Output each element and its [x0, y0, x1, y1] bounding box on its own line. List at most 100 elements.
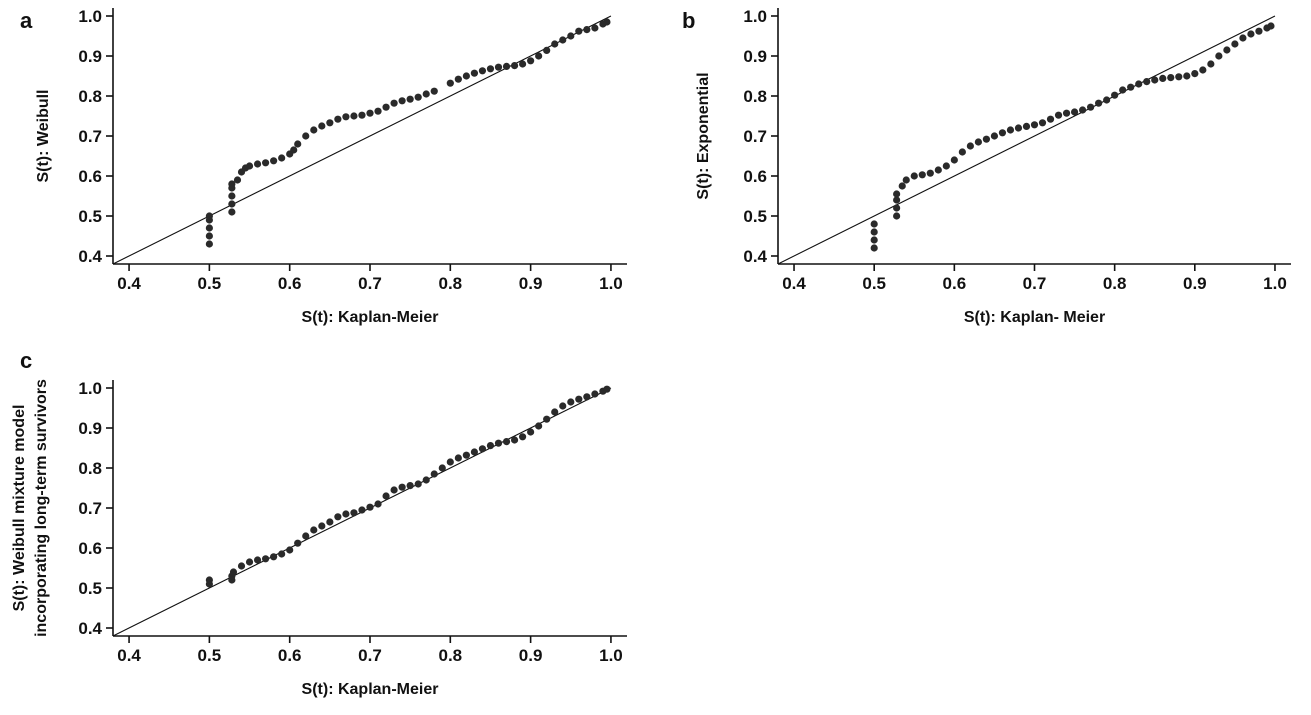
panel-b-data-point — [910, 172, 918, 180]
panel-a-reference-line — [112, 15, 612, 265]
panel-a-data-point — [350, 112, 358, 120]
panel-a-data-point — [518, 60, 527, 68]
panel-a-data-point — [261, 159, 270, 167]
panel-c-data-point — [261, 555, 270, 563]
panel-c-data-point — [366, 503, 374, 511]
panel-c-data-point — [591, 390, 599, 398]
panel-b-data-point — [982, 135, 991, 143]
panel-b-data-point — [1167, 74, 1175, 82]
panel-a-data-point — [334, 115, 342, 123]
panel-c-data-point — [527, 428, 535, 436]
panel-c-x-tick-label: 0.5 — [198, 646, 222, 665]
panel-c-data-point — [318, 522, 326, 530]
panel-c-data-point — [567, 398, 575, 406]
panel-b-data-point — [1030, 121, 1039, 129]
panel-a-x-tick-label: 0.6 — [278, 274, 302, 293]
panel-b-y-tick-label: 0.5 — [743, 207, 767, 226]
panel-a-data-point — [543, 46, 551, 55]
panel-a-data-point — [454, 75, 462, 83]
panel-c-y-tick-label: 0.6 — [78, 539, 102, 558]
panel-a-data-point — [502, 62, 511, 70]
panel-c-data-point — [502, 438, 511, 446]
panel-a-data-point — [294, 140, 302, 148]
panel-a-data-point — [430, 87, 438, 95]
panel-a-data-point — [228, 208, 236, 216]
panel-c-data-point — [229, 568, 238, 576]
panel-a-y-tick-label: 0.5 — [78, 207, 102, 226]
panel-c-x-tick-label: 0.6 — [278, 646, 302, 665]
panel-c-data-point — [478, 445, 487, 453]
panel-a-data-point — [510, 62, 519, 70]
panel-a-data-point — [310, 126, 318, 134]
panel-a-y-tick-label: 0.6 — [78, 167, 102, 186]
panel-a-data-point — [278, 154, 286, 162]
panel-c-data-point — [518, 433, 527, 441]
panel-c-letter: c — [20, 348, 32, 373]
panel-c-data-point — [603, 385, 611, 393]
panel-b-data-point — [1199, 66, 1207, 74]
panel-b-data-point — [950, 156, 958, 164]
panel-a-x-tick-label: 0.8 — [438, 274, 462, 293]
panel-c-data-point — [446, 458, 454, 466]
panel-c-data-point — [334, 513, 342, 521]
panel-a-data-point — [446, 79, 454, 87]
panel-c-data-point — [438, 464, 446, 472]
panel-b-x-axis-title: S(t): Kaplan- Meier — [964, 309, 1105, 326]
panel-b-data-point — [998, 129, 1007, 137]
panel-b-data-point — [1175, 73, 1183, 81]
panel-a-data-point — [374, 107, 382, 115]
panel-a-data-point — [205, 224, 213, 232]
panel-a-data-point — [462, 72, 470, 80]
panel-b-data-point — [1223, 46, 1231, 54]
panel-b-data-point — [870, 244, 878, 252]
panel-c-data-point — [551, 408, 559, 416]
panel-b: b 0.4 0.5 0.6 0.7 0.8 0.9 1.0 0.4 0.5 0.6 0.7 0.8 0.… — [682, 7, 1291, 326]
panel-b-data-point — [1111, 91, 1119, 99]
panel-a-y-axis-title: S(t): Weibull — [35, 89, 52, 182]
panel-b-data-point — [1151, 76, 1159, 84]
panel-a-data-point — [551, 40, 559, 48]
panel-c-data-point — [398, 483, 406, 491]
panel-b-data-point — [1159, 74, 1167, 82]
panel-c-x-axis-title: S(t): Kaplan-Meier — [302, 681, 439, 698]
panel-b-data-point — [893, 212, 901, 220]
panel-c-y-tick-label: 0.7 — [78, 499, 102, 518]
panel-c-data-point — [382, 492, 390, 500]
panel-c: c 0.4 0.5 0.6 0.7 0.8 0.9 1.0 0.4 0.5 0.6 0.7 0.8 0.… — [11, 348, 627, 698]
panel-a-data-point — [205, 212, 213, 220]
panel-c-x-tick-label: 0.9 — [519, 646, 543, 665]
panel-c-y-axis-title: incorporating long-term survivors — [33, 379, 50, 637]
panel-b-data-point — [1267, 22, 1275, 30]
panel-b-data-point — [1119, 86, 1127, 94]
panel-c-data-point — [422, 476, 430, 484]
panel-a-data-point — [245, 162, 254, 170]
panel-a-data-point — [326, 119, 334, 127]
panel-b-data-point — [1014, 124, 1023, 132]
panel-a-data-point — [494, 63, 503, 71]
panel-b-data-point — [1078, 106, 1087, 114]
panel-b-data-point — [974, 138, 982, 146]
panel-a-y-tick-label: 0.8 — [78, 87, 102, 106]
panel-b-data-point — [893, 190, 901, 198]
panel-a-x-tick-label: 1.0 — [599, 274, 623, 293]
panel-b-data-point — [1231, 40, 1239, 48]
panel-b-data-point — [1239, 34, 1247, 42]
panel-b-data-point — [1095, 99, 1103, 107]
panel-a-data-point — [535, 52, 543, 60]
panel-a-data-point — [470, 69, 479, 77]
panel-c-x-tick-label: 0.4 — [117, 646, 141, 665]
panel-b-y-axis-title: S(t): Exponential — [695, 72, 712, 199]
panel-c-data-point — [237, 562, 246, 570]
panel-c-data-point — [326, 518, 334, 526]
panel-b-data-point — [893, 204, 901, 212]
panel-a-data-point — [318, 122, 326, 130]
panel-c-y-axis-title: S(t): Weibull mixture model — [11, 405, 28, 612]
panel-c-data-point — [350, 509, 358, 517]
panel-c-data-point — [358, 506, 366, 514]
panel-c-x-tick-label: 0.7 — [358, 646, 382, 665]
panel-a-y-tick-label: 0.7 — [78, 127, 102, 146]
panel-b-x-tick-label: 0.9 — [1183, 274, 1207, 293]
panel-c-data-point — [406, 482, 414, 490]
panel-c-data-point — [430, 470, 438, 478]
